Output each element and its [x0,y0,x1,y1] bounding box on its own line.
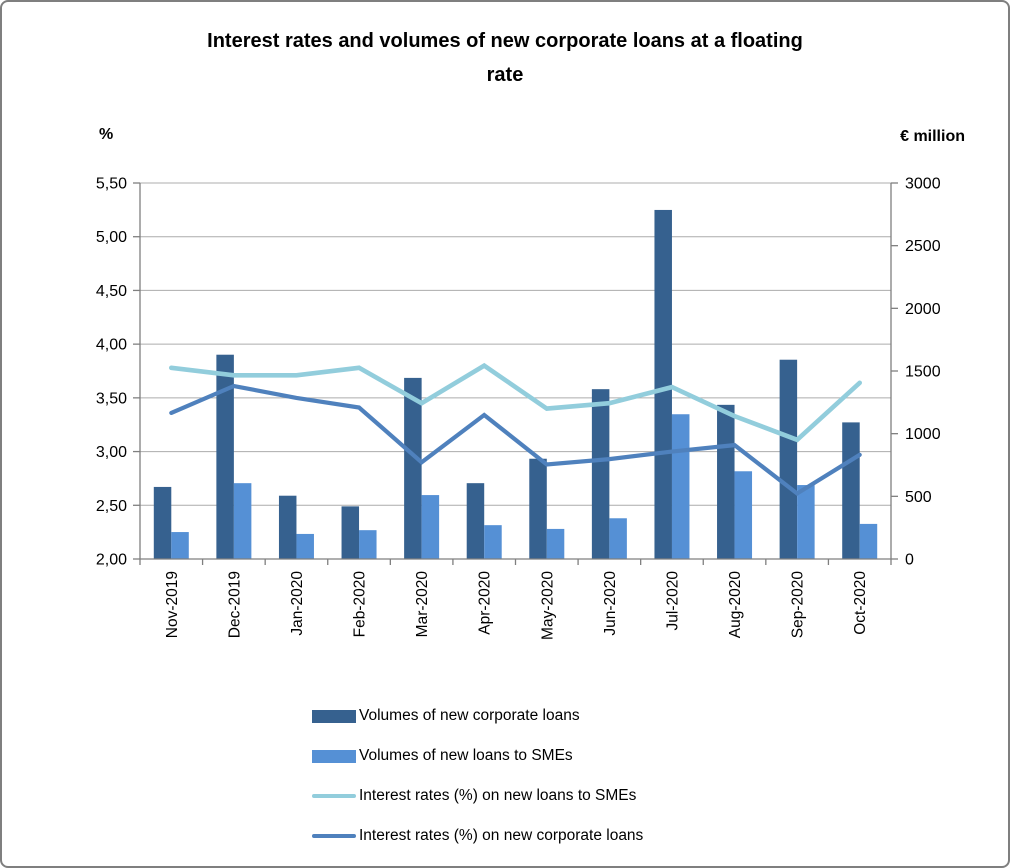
svg-text:2500: 2500 [905,238,941,255]
svg-text:Jun-2020: Jun-2020 [602,571,619,636]
legend-label-sme-rates: Interest rates (%) on new loans to SMEs [359,787,637,804]
bar-Feb-2020 [359,530,377,559]
legend-label-sme-volumes: Volumes of new loans to SMEs [359,747,573,764]
bar-Aug-2020 [734,471,753,559]
legend-item-sme-rates: Interest rates (%) on new loans to SMEs [312,776,643,816]
svg-text:Mar-2020: Mar-2020 [414,571,431,638]
bar-Oct-2020 [842,422,860,559]
bar-Jun-2020 [609,518,627,559]
right-axis-tick-labels: 3000 2500 2000 1500 1000 500 0 [905,176,941,569]
bar-Jul-2020 [671,414,690,559]
chart-title: Interest rates and volumes of new corpor… [2,24,1008,92]
svg-text:3000: 3000 [905,176,941,193]
corporate-rate-line [169,383,862,497]
svg-text:500: 500 [905,489,932,506]
legend-label-corporate-rates: Interest rates (%) on new corporate loan… [359,827,644,844]
svg-text:0: 0 [905,552,914,569]
svg-text:Sep-2020: Sep-2020 [790,571,807,639]
bar-May-2020 [529,458,547,559]
legend-swatch-corporate-rates [312,834,356,838]
legend-item-corporate-volumes: Volumes of new corporate loans [312,696,643,736]
chart-title-line2: rate [486,64,524,86]
svg-text:Jul-2020: Jul-2020 [664,571,681,631]
legend-swatch-sme-rates [312,794,356,798]
legend: Volumes of new corporate loans Volumes o… [312,696,643,856]
svg-text:3,00: 3,00 [96,444,127,461]
x-axis-labels: Nov-2019 Dec-2019 Jan-2020 Feb-2020 Mar-2020… [164,571,869,640]
left-axis-tick-labels: 5,50 5,00 4,50 4,00 3,50 3,00 2,50 2,00 [96,176,127,569]
svg-text:Feb-2020: Feb-2020 [352,571,369,638]
bar-Sep-2020 [779,359,798,559]
corporate-volume-bars [153,209,860,560]
svg-text:Apr-2020: Apr-2020 [477,571,494,635]
bar-Oct-2020 [859,523,878,559]
svg-text:Dec-2019: Dec-2019 [226,571,243,638]
sme-rate-line [168,362,863,443]
svg-text:3,50: 3,50 [96,390,127,407]
bar-Jun-2020 [591,389,610,559]
bar-Mar-2020 [404,377,422,559]
svg-text:4,50: 4,50 [96,283,127,300]
bar-Jan-2020 [278,495,297,559]
chart-title-line1: Interest rates and volumes of new corpor… [207,30,803,52]
bar-Jan-2020 [296,533,314,559]
legend-swatch-sme-volumes [312,749,356,763]
svg-text:Oct-2020: Oct-2020 [852,571,869,635]
bar-Apr-2020 [466,483,485,559]
svg-text:5,00: 5,00 [96,229,127,246]
svg-text:Nov-2019: Nov-2019 [164,571,181,638]
svg-text:1000: 1000 [905,426,941,443]
sme-volume-bars [171,414,878,559]
svg-text:Aug-2020: Aug-2020 [727,571,744,639]
svg-text:2,50: 2,50 [96,498,127,515]
svg-text:1500: 1500 [905,364,941,381]
bar-Nov-2019 [153,486,172,559]
bar-Mar-2020 [421,495,440,559]
gridlines [140,182,891,560]
left-axis-unit-label: % [99,126,114,143]
svg-text:4,00: 4,00 [96,337,127,354]
right-axis-unit-label: € million [900,128,965,145]
bar-Sep-2020 [797,485,815,559]
bar-Apr-2020 [484,525,502,559]
axes [133,182,898,565]
bar-Dec-2019 [233,483,252,559]
svg-text:5,50: 5,50 [96,176,127,193]
bar-Nov-2019 [171,532,189,559]
svg-text:2000: 2000 [905,301,941,318]
svg-text:May-2020: May-2020 [539,571,556,640]
bar-Dec-2019 [216,354,234,559]
bar-Feb-2020 [341,506,360,559]
legend-label-corporate-volumes: Volumes of new corporate loans [359,707,580,724]
legend-swatch-corporate-volumes [312,709,356,723]
svg-text:2,00: 2,00 [96,552,127,569]
legend-item-corporate-rates: Interest rates (%) on new corporate loan… [312,816,643,856]
legend-item-sme-volumes: Volumes of new loans to SMEs [312,736,643,776]
bar-Jul-2020 [654,209,672,560]
svg-text:Jan-2020: Jan-2020 [289,571,306,636]
bar-Aug-2020 [717,404,735,559]
bar-May-2020 [546,528,565,559]
